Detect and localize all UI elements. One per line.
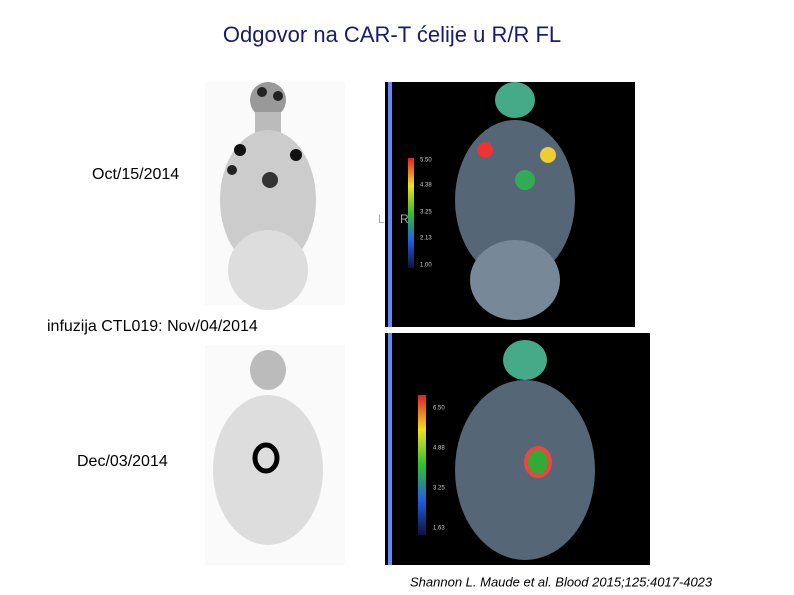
scan-date: Oct/15/2014 <box>92 166 179 183</box>
ct-scan-bottom <box>385 333 650 565</box>
scan-date: Dec/03/2014 <box>77 453 168 470</box>
scale-label: 4.88 <box>433 446 445 452</box>
pet-scan-top <box>205 82 345 310</box>
scale-label: 2.13 <box>420 236 432 242</box>
pet-scan-bottom <box>205 345 345 565</box>
scale-label: 3.25 <box>420 210 432 216</box>
ct-scan-top <box>385 82 635 327</box>
scale-label: 1.63 <box>433 526 445 532</box>
scale-label: 4.38 <box>420 183 432 189</box>
scale-label: 5.50 <box>420 158 432 164</box>
side-marker: R <box>400 212 409 226</box>
scale-label: 1.00 <box>420 263 432 269</box>
infusion-label: infuzija CTL019: Nov/04/2014 <box>47 318 258 335</box>
side-marker: L <box>378 212 385 226</box>
scale-label: 3.25 <box>433 486 445 492</box>
slide-title: Odgovor na CAR-T ćelije u R/R FL <box>223 22 561 47</box>
citation: Shannon L. Maude et al. Blood 2015;125:4… <box>410 574 713 589</box>
scale-label: 6.50 <box>433 406 445 412</box>
